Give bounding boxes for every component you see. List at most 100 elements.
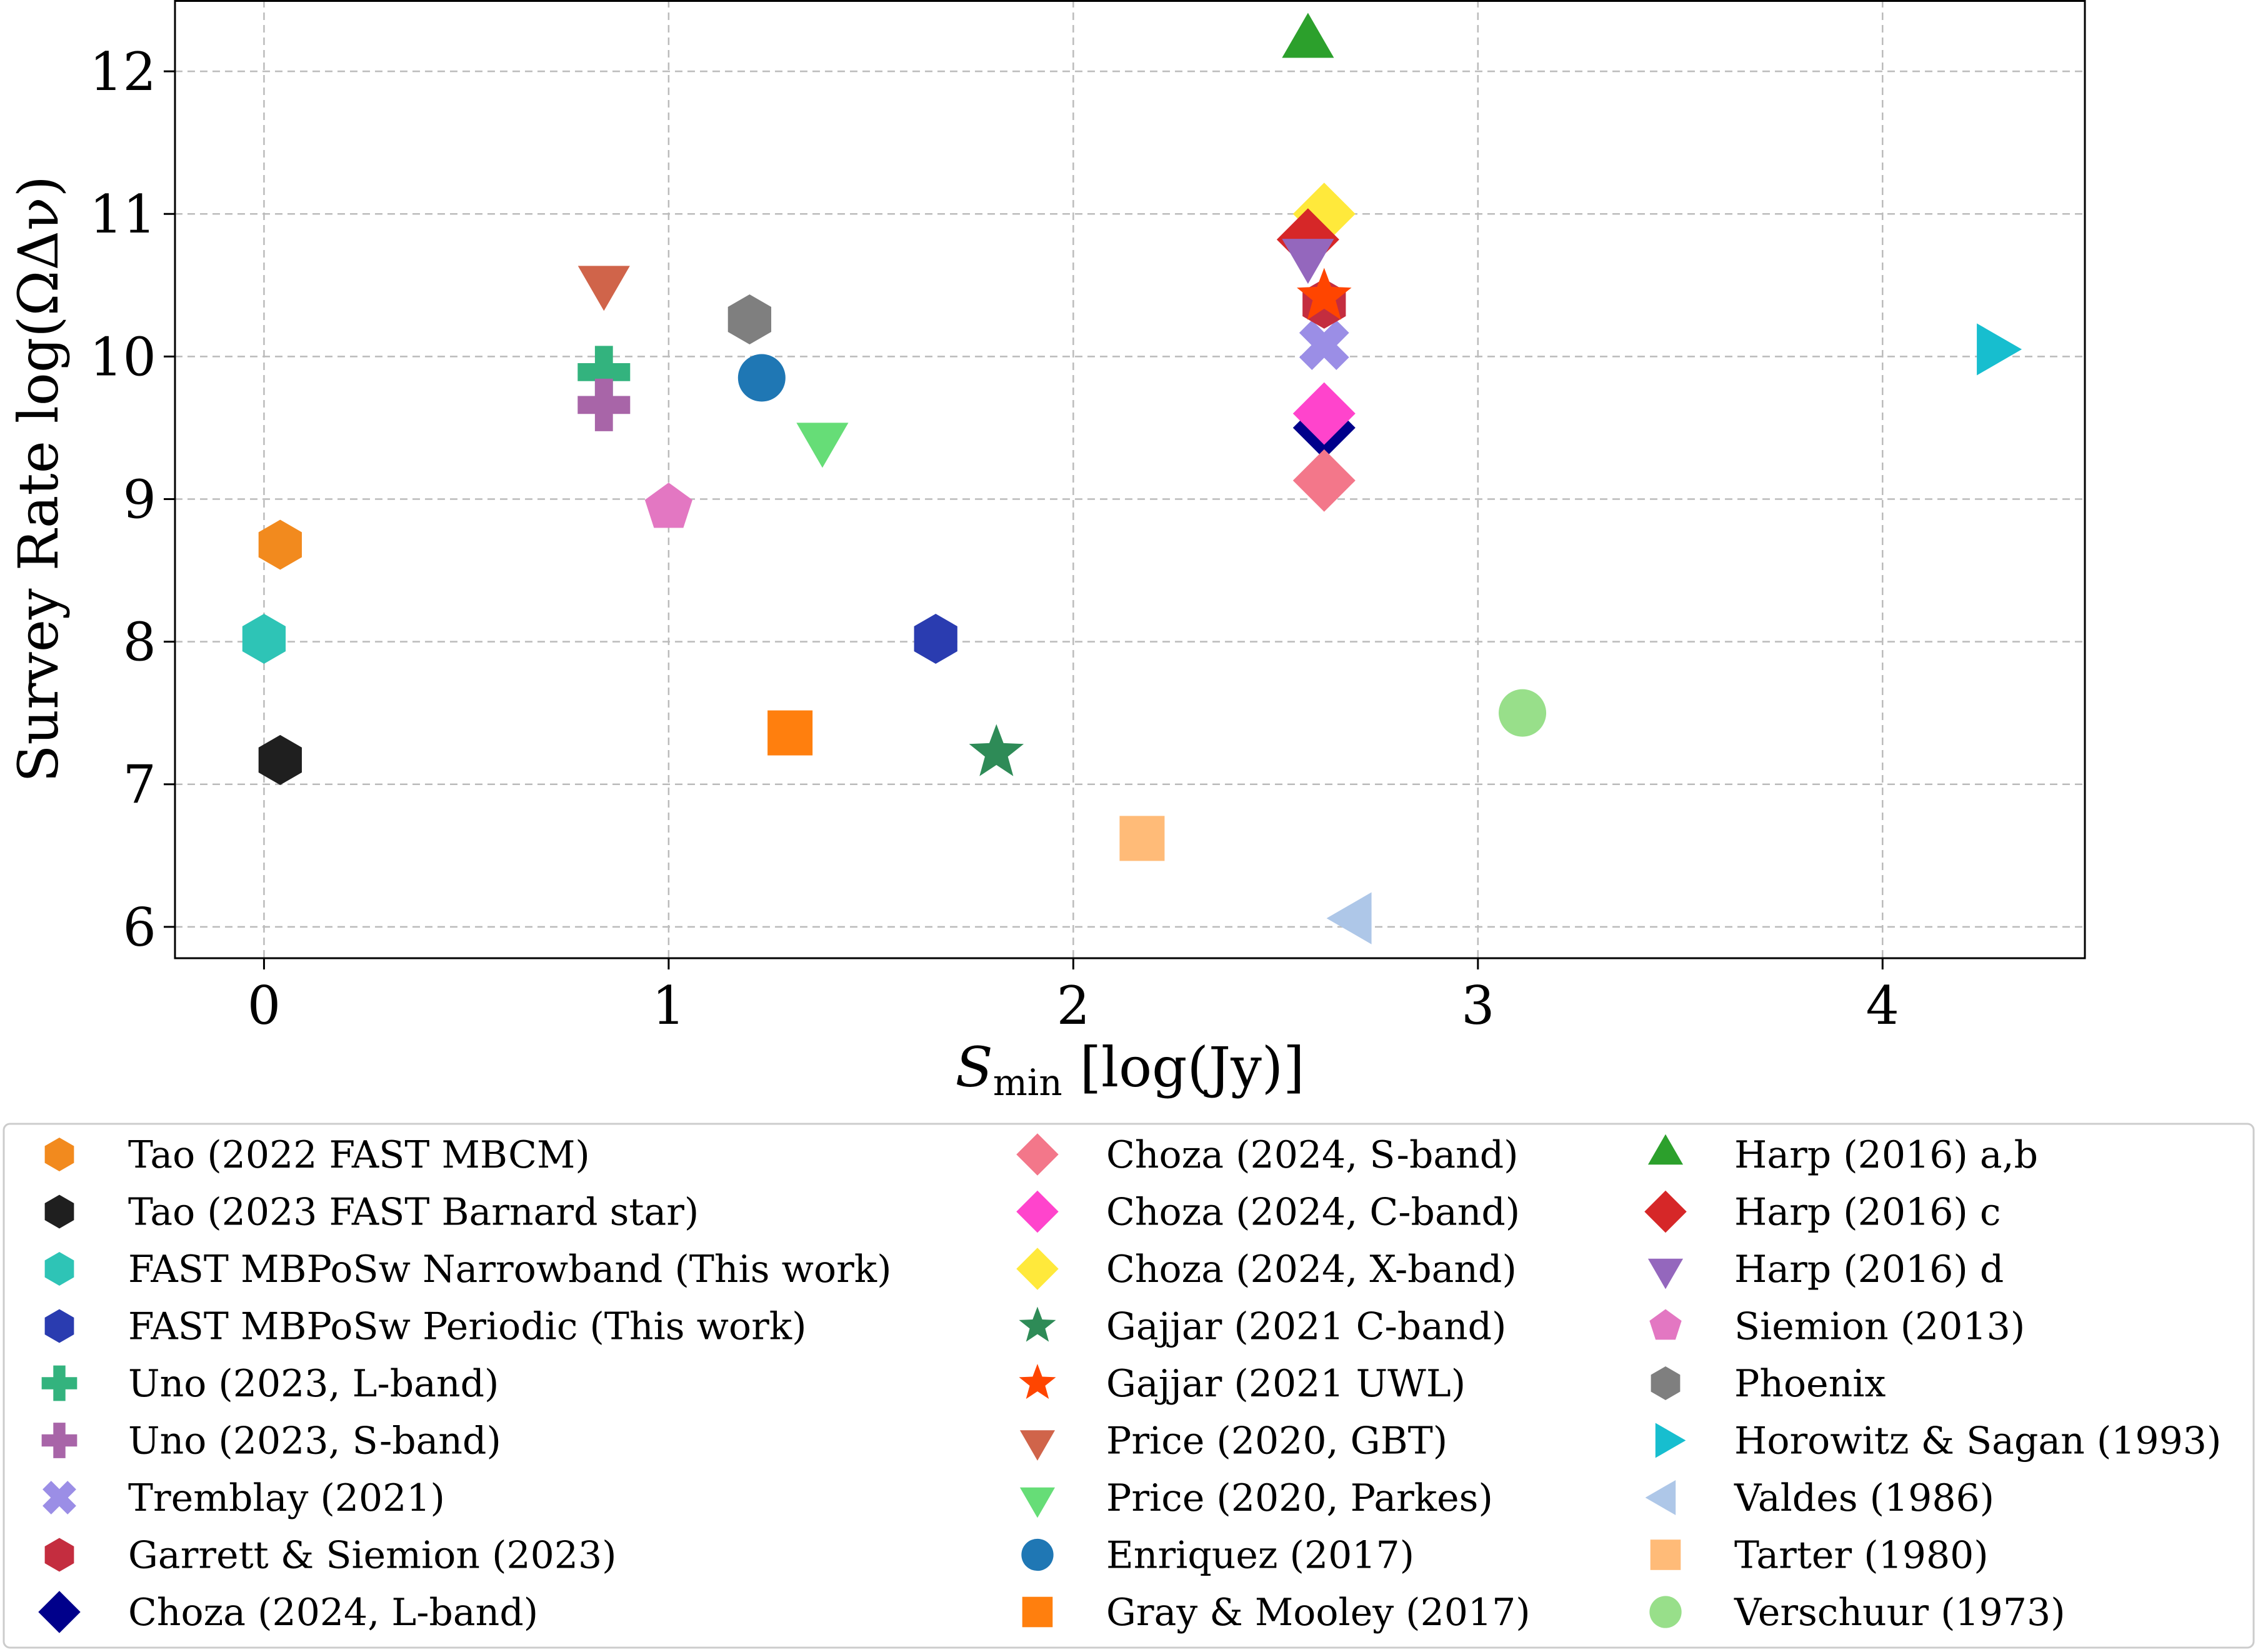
legend-marker-verschuur-1973	[1649, 1596, 1682, 1628]
legend-marker-gajjar-2021-uwl	[1019, 1363, 1056, 1399]
legend-marker-fast-mbposw-narrowband-this-work	[44, 1252, 74, 1286]
legend-label-tao-2023-fast-barnard-star: Tao (2023 FAST Barnard star)	[128, 1191, 699, 1234]
legend-label-harp-2016-d: Harp (2016) d	[1734, 1248, 2004, 1291]
legend-label-fast-mbposw-narrowband-this-work: FAST MBPoSw Narrowband (This work)	[128, 1248, 892, 1291]
point-gray-mooley-2017	[767, 710, 813, 756]
point-enriquez-2017	[737, 354, 786, 402]
legend-label-gajjar-2021-uwl: Gajjar (2021 UWL)	[1106, 1362, 1466, 1406]
legend-label-valdes-1986: Valdes (1986)	[1734, 1476, 1994, 1520]
legend-label-siemion-2013: Siemion (2013)	[1734, 1305, 2025, 1349]
y-axis-label: Survey Rate log(ΩΔν)	[6, 176, 71, 783]
x-tick-label: 1	[652, 975, 685, 1036]
point-tarter-1980	[1119, 816, 1165, 861]
x-axis-subscript: min	[993, 1061, 1062, 1104]
point-harp-2016-a-b	[1282, 13, 1334, 58]
legend-label-gajjar-2021-c-band: Gajjar (2021 C-band)	[1106, 1305, 1506, 1349]
x-axis-unit: [log(Jy)]	[1062, 1035, 1305, 1099]
legend-marker-choza-2024-c-band	[1016, 1190, 1059, 1233]
point-tao-2022-fast-mbcm	[258, 519, 302, 570]
legend-label-choza-2024-s-band: Choza (2024, S-band)	[1106, 1133, 1519, 1177]
point-uno-2023-s-band	[577, 378, 631, 431]
legend-label-tremblay-2021: Tremblay (2021)	[128, 1476, 445, 1520]
data-markers	[242, 13, 2022, 944]
legend-label-horowitz-sagan-1993: Horowitz & Sagan (1993)	[1734, 1419, 2221, 1463]
point-tao-2023-fast-barnard-star	[258, 734, 302, 785]
legend-label-harp-2016-c: Harp (2016) c	[1734, 1191, 2001, 1234]
legend-marker-price-2020-parkes	[1019, 1487, 1056, 1518]
legend-label-tao-2022-fast-mbcm: Tao (2022 FAST MBCM)	[128, 1133, 590, 1177]
y-tick-label: 8	[123, 612, 156, 673]
x-tick-label: 4	[1866, 975, 1899, 1036]
point-fast-mbposw-periodic-this-work	[914, 614, 957, 664]
point-verschuur-1973	[1499, 689, 1547, 737]
legend-label-tarter-1980: Tarter (1980)	[1734, 1534, 1989, 1578]
legend-label-phoenix: Phoenix	[1734, 1362, 1886, 1406]
x-tick-label: 3	[1461, 975, 1494, 1036]
point-price-2020-gbt	[577, 266, 630, 311]
point-choza-2024-s-band	[1292, 449, 1356, 512]
point-uno-2023-l-band	[577, 346, 631, 399]
legend-marker-tao-2022-fast-mbcm	[44, 1138, 74, 1171]
legend-label-harp-2016-a-b: Harp (2016) a,b	[1734, 1133, 2038, 1177]
legend-marker-valdes-1986	[1645, 1479, 1676, 1516]
legend-marker-uno-2023-s-band	[41, 1423, 77, 1458]
legend-marker-gajjar-2021-c-band	[1019, 1306, 1056, 1342]
legend-marker-horowitz-sagan-1993	[1655, 1423, 1686, 1458]
x-axis-label: Smin [log(Jy)]	[956, 1035, 1305, 1104]
legend-marker-siemion-2013	[1649, 1309, 1682, 1340]
y-tick-label: 9	[123, 469, 156, 530]
point-siemion-2013	[644, 483, 692, 528]
point-tremblay-2021	[1299, 320, 1349, 370]
point-fast-mbposw-narrowband-this-work	[242, 614, 286, 664]
legend-marker-tremblay-2021	[42, 1481, 76, 1514]
legend-marker-harp-2016-c	[1644, 1190, 1687, 1233]
legend-marker-tarter-1980	[1650, 1539, 1681, 1570]
legend-label-uno-2023-l-band: Uno (2023, L-band)	[128, 1362, 499, 1406]
legend-label-choza-2024-c-band: Choza (2024, C-band)	[1106, 1191, 1520, 1234]
legend-label-choza-2024-l-band: Choza (2024, L-band)	[128, 1591, 538, 1634]
legend-marker-choza-2024-l-band	[38, 1591, 81, 1633]
legend-label-verschuur-1973: Verschuur (1973)	[1734, 1591, 2066, 1634]
legend-label-uno-2023-s-band: Uno (2023, S-band)	[128, 1419, 501, 1463]
legend-label-price-2020-parkes: Price (2020, Parkes)	[1106, 1476, 1493, 1520]
x-axis-symbol: S	[956, 1035, 993, 1099]
legend-marker-uno-2023-l-band	[41, 1365, 77, 1401]
legend-label-fast-mbposw-periodic-this-work: FAST MBPoSw Periodic (This work)	[128, 1305, 807, 1349]
legend-label-price-2020-gbt: Price (2020, GBT)	[1106, 1419, 1447, 1463]
legend-marker-tao-2023-fast-barnard-star	[44, 1194, 74, 1229]
y-tick-label: 7	[123, 754, 156, 816]
legend-label-garrett-siemion-2023: Garrett & Siemion (2023)	[128, 1534, 617, 1578]
x-tick-label: 2	[1057, 975, 1090, 1036]
point-gajjar-2021-uwl	[1297, 268, 1352, 320]
x-tick-label: 0	[247, 975, 281, 1036]
legend-box	[2, 1123, 2255, 1649]
legend-label-choza-2024-x-band: Choza (2024, X-band)	[1106, 1248, 1517, 1291]
point-valdes-1986	[1326, 892, 1372, 944]
y-tick-label: 6	[123, 897, 156, 958]
point-horowitz-sagan-1993	[1977, 323, 2022, 376]
y-tick-label: 12	[89, 41, 156, 103]
legend-marker-fast-mbposw-periodic-this-work	[44, 1309, 74, 1343]
point-harp-2016-d	[1282, 239, 1334, 284]
legend-marker-price-2020-gbt	[1019, 1430, 1056, 1461]
point-price-2020-parkes	[796, 423, 849, 468]
grid-lines	[175, 0, 2085, 958]
legend-marker-harp-2016-a-b	[1647, 1134, 1684, 1165]
legend-marker-enriquez-2017	[1021, 1538, 1054, 1571]
point-phoenix	[727, 294, 772, 344]
legend-label-gray-mooley-2017: Gray & Mooley (2017)	[1106, 1591, 1531, 1634]
legend-marker-gray-mooley-2017	[1022, 1596, 1053, 1628]
y-tick-label: 11	[89, 184, 156, 245]
legend-marker-phoenix	[1651, 1366, 1681, 1400]
legend-label-enriquez-2017: Enriquez (2017)	[1106, 1534, 1414, 1578]
legend-marker-garrett-siemion-2023	[44, 1538, 74, 1572]
point-gajjar-2021-c-band	[969, 724, 1024, 776]
plot-area	[174, 0, 2086, 959]
legend-marker-choza-2024-x-band	[1016, 1248, 1059, 1290]
y-tick-label: 10	[89, 326, 156, 388]
legend: Tao (2022 FAST MBCM) Tao (2023 FAST Barna…	[2, 1123, 2255, 1649]
legend-marker-harp-2016-d	[1647, 1258, 1684, 1289]
point-choza-2024-c-band	[1292, 382, 1356, 445]
